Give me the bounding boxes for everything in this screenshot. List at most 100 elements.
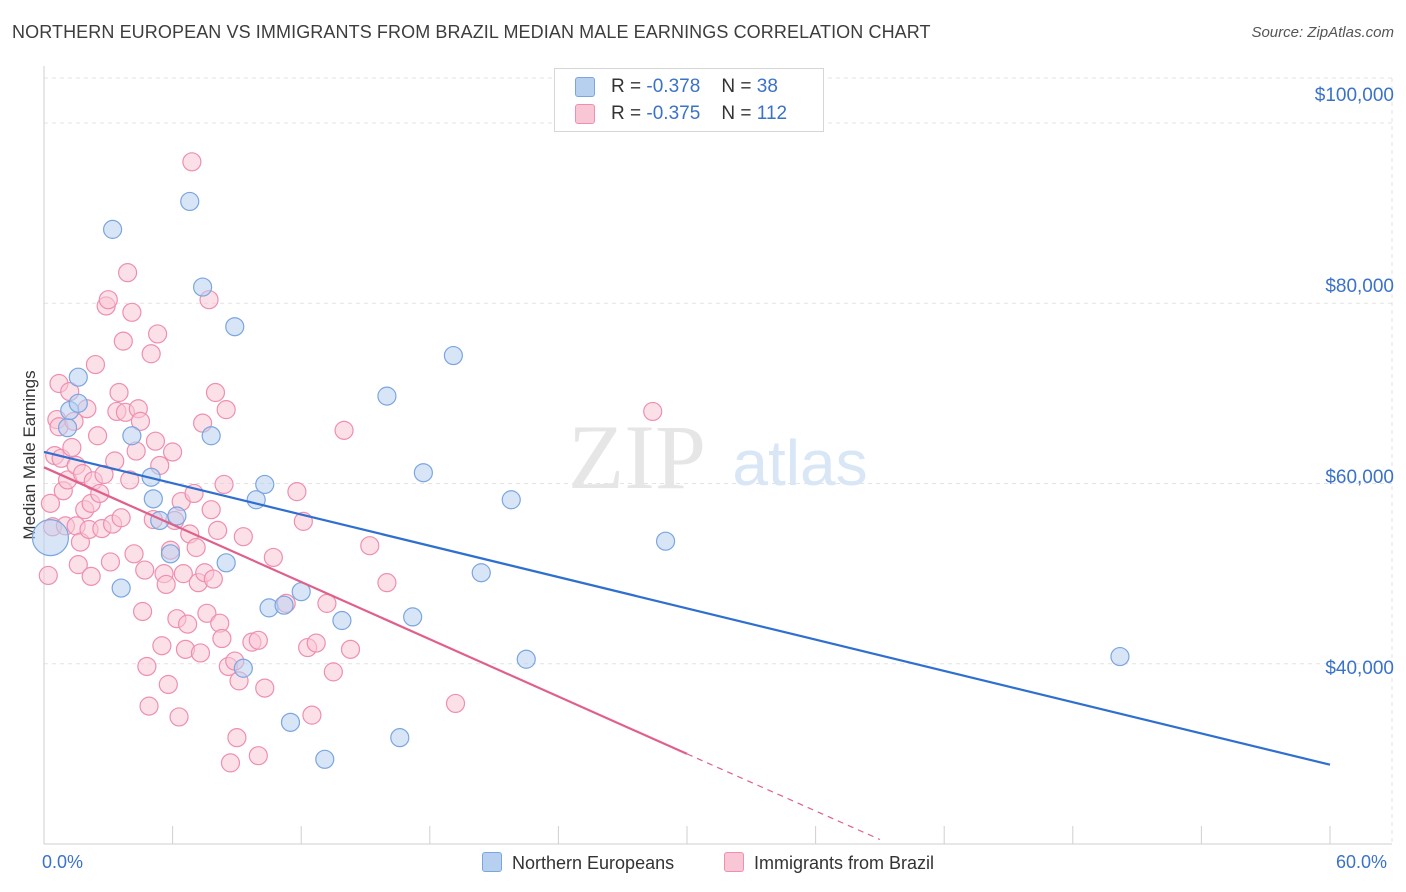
northern-europeans-point — [233, 658, 253, 678]
series-northern-europeans — [31, 191, 1130, 769]
brazil-point — [68, 555, 88, 575]
brazil-point — [212, 628, 232, 649]
brazil-point — [169, 707, 189, 727]
brazil-point — [62, 437, 82, 458]
brazil-point — [360, 536, 380, 556]
legend-swatch-northern-europeans — [575, 77, 595, 97]
brazil-point — [287, 482, 307, 502]
brazil-point — [173, 564, 193, 584]
brazil-point — [263, 547, 283, 568]
brazil-point — [220, 753, 241, 773]
brazil-point — [340, 639, 361, 659]
trend-line-immigrants-from-brazil — [43, 466, 688, 755]
correlation-legend: R = -0.378 N = 38 R = -0.375 N = 112 — [554, 68, 824, 132]
brazil-point — [113, 331, 133, 351]
northern-europeans-point — [655, 531, 676, 551]
northern-europeans-point — [471, 563, 491, 583]
northern-europeans-point — [111, 578, 131, 598]
grid-lines — [44, 77, 1393, 844]
legend-r-value: -0.378 — [646, 76, 701, 97]
bottom-legend-swatch — [724, 852, 744, 872]
brazil-point — [190, 643, 211, 663]
brazil-point — [145, 431, 166, 451]
watermark-zip: ZIP — [568, 406, 706, 508]
legend-n-label: N = — [721, 76, 752, 97]
brazil-point — [132, 601, 153, 622]
brazil-point — [87, 426, 108, 446]
northern-europeans-point — [122, 426, 142, 446]
northern-europeans-point — [180, 191, 200, 212]
northern-europeans-point — [332, 610, 352, 631]
x-tick-label-min: 0.0% — [42, 852, 84, 872]
brazil-point — [643, 401, 663, 422]
trend-line-extension-immigrants-from-brazil — [686, 753, 881, 841]
northern-europeans-point — [150, 510, 170, 531]
northern-europeans-point — [57, 418, 78, 438]
brazil-point — [117, 263, 138, 283]
brazil-point — [109, 382, 129, 403]
brazil-point — [208, 520, 228, 540]
brazil-point — [214, 474, 234, 495]
brazil-point — [201, 500, 221, 520]
brazil-point — [182, 152, 202, 172]
brazil-point — [90, 483, 110, 504]
y-tick-label: $100,000 — [1314, 85, 1394, 106]
brazil-point — [122, 302, 142, 322]
brazil-point — [377, 573, 397, 593]
brazil-point — [203, 569, 223, 589]
brazil-point — [137, 656, 157, 677]
legend-n-value: 38 — [756, 76, 778, 97]
x-tick-label-max: 60.0% — [1336, 852, 1388, 872]
brazil-point — [186, 537, 206, 558]
brazil-point — [334, 420, 354, 440]
brazil-point — [248, 630, 268, 650]
brazil-point — [100, 552, 121, 572]
axes — [43, 66, 1392, 845]
brazil-point — [216, 400, 236, 420]
brazil-point — [38, 565, 58, 586]
northern-europeans-point — [377, 386, 397, 406]
northern-europeans-point — [201, 426, 221, 446]
northern-europeans-point — [68, 393, 88, 413]
brazil-point — [40, 493, 61, 513]
trend-line-northern-europeans — [43, 450, 1331, 766]
brazil-point — [152, 636, 172, 656]
northern-europeans-point — [31, 518, 70, 557]
brazil-point — [227, 728, 247, 748]
northern-europeans-point — [315, 749, 335, 769]
brazil-point — [141, 344, 161, 364]
northern-europeans-point — [1110, 646, 1130, 667]
brazil-point — [306, 633, 326, 653]
legend-n-label: N = — [721, 103, 752, 124]
brazil-point — [139, 696, 159, 716]
northern-europeans-point — [193, 277, 213, 297]
brazil-point — [98, 290, 118, 310]
y-tick-label: $80,000 — [1325, 276, 1394, 297]
brazil-point — [248, 746, 268, 766]
northern-europeans-point — [216, 553, 236, 573]
brazil-point — [120, 470, 140, 490]
northern-europeans-point — [160, 544, 181, 564]
brazil-point — [302, 705, 322, 725]
brazil-point — [178, 614, 198, 634]
northern-europeans-point — [143, 489, 163, 509]
brazil-point — [445, 693, 466, 714]
northern-europeans-point — [274, 595, 294, 615]
northern-europeans-point — [68, 367, 88, 387]
legend-r-label: R = — [611, 76, 642, 97]
brazil-point — [323, 662, 343, 682]
y-tick-label: $40,000 — [1325, 658, 1394, 679]
chart-title: NORTHERN EUROPEAN VS IMMIGRANTS FROM BRA… — [12, 22, 931, 42]
northern-europeans-point — [390, 728, 410, 748]
brazil-point — [233, 527, 253, 547]
northern-europeans-point — [413, 463, 433, 483]
bottom-legend-swatch — [482, 852, 502, 872]
brazil-point — [147, 324, 168, 344]
brazil-point — [111, 508, 131, 528]
watermark-atlas: atlas — [732, 427, 867, 499]
watermark: ZIP atlas — [568, 406, 868, 508]
brazil-point — [130, 411, 151, 431]
brazil-point — [85, 354, 106, 375]
northern-europeans-point — [225, 317, 245, 337]
